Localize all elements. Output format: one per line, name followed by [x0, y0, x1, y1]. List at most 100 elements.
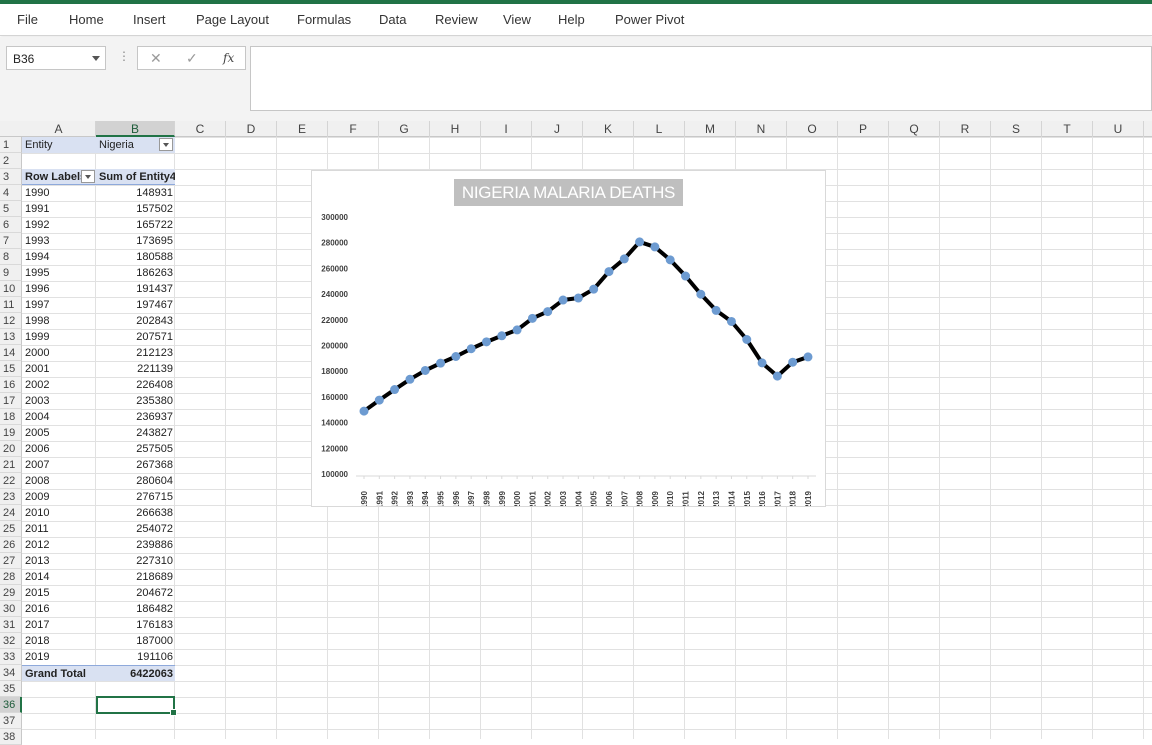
- pivot-row-label[interactable]: 1991: [25, 203, 50, 215]
- row-header-33[interactable]: 33: [0, 649, 22, 665]
- pivot-row-label[interactable]: 1993: [25, 235, 50, 247]
- pivot-row-value[interactable]: 186482: [136, 603, 173, 615]
- pivot-row-value[interactable]: 157502: [136, 203, 173, 215]
- chart-title-box[interactable]: NIGERIA MALARIA DEATHS: [454, 179, 683, 206]
- cancel-icon[interactable]: ✕: [150, 50, 162, 66]
- row-header-12[interactable]: 12: [0, 313, 22, 329]
- pivot-row-value[interactable]: 243827: [136, 427, 173, 439]
- tab-view[interactable]: View: [503, 12, 531, 27]
- pivot-row-value[interactable]: 280604: [136, 475, 173, 487]
- column-header-u[interactable]: U: [1093, 121, 1144, 137]
- formula-input[interactable]: [250, 46, 1152, 111]
- pivot-row-value[interactable]: 276715: [136, 491, 173, 503]
- pivot-row-value[interactable]: 180588: [136, 251, 173, 263]
- name-box[interactable]: B36: [6, 46, 106, 70]
- row-header-13[interactable]: 13: [0, 329, 22, 345]
- pivot-row-label[interactable]: 1994: [25, 251, 50, 263]
- pivot-row-value[interactable]: 226408: [136, 379, 173, 391]
- pivot-row-value[interactable]: 266638: [136, 507, 173, 519]
- pivot-row-value[interactable]: 221139: [137, 363, 173, 375]
- row-header-24[interactable]: 24: [0, 505, 22, 521]
- row-header-29[interactable]: 29: [0, 585, 22, 601]
- row-header-1[interactable]: 1: [0, 137, 22, 153]
- check-icon[interactable]: ✓: [186, 50, 198, 66]
- pivot-row-label[interactable]: 2005: [25, 427, 50, 439]
- column-header-b[interactable]: B: [96, 121, 175, 137]
- pivot-row-label[interactable]: 2018: [25, 635, 50, 647]
- tab-power-pivot[interactable]: Power Pivot: [615, 12, 685, 27]
- pivot-row-value[interactable]: 176183: [136, 619, 173, 631]
- pivot-row-value[interactable]: 257505: [136, 443, 173, 455]
- tab-file[interactable]: File: [17, 12, 38, 27]
- column-header-l[interactable]: L: [634, 121, 685, 137]
- grand-total-label[interactable]: Grand Total: [22, 665, 96, 681]
- pivot-row-label[interactable]: 1995: [25, 267, 50, 279]
- insert-function-icon[interactable]: fx: [223, 51, 235, 65]
- row-header-38[interactable]: 38: [0, 729, 22, 745]
- pivot-row-value[interactable]: 165722: [136, 219, 173, 231]
- pivot-row-label[interactable]: 2004: [25, 411, 50, 423]
- column-header-h[interactable]: H: [430, 121, 481, 137]
- row-header-20[interactable]: 20: [0, 441, 22, 457]
- pivot-row-label[interactable]: 1990: [25, 187, 50, 199]
- row-header-10[interactable]: 10: [0, 281, 22, 297]
- pivot-row-value[interactable]: 207571: [136, 331, 173, 343]
- row-labels-header[interactable]: Row Labels: [22, 169, 96, 185]
- pivot-row-label[interactable]: 2017: [25, 619, 50, 631]
- pivot-row-label[interactable]: 2009: [25, 491, 50, 503]
- row-header-5[interactable]: 5: [0, 201, 22, 217]
- pivot-row-label[interactable]: 1999: [25, 331, 50, 343]
- pivot-row-label[interactable]: 2006: [25, 443, 50, 455]
- pivot-row-label[interactable]: 2002: [25, 379, 50, 391]
- column-header-o[interactable]: O: [787, 121, 838, 137]
- column-header-s[interactable]: S: [991, 121, 1042, 137]
- pivot-row-label[interactable]: 2003: [25, 395, 50, 407]
- pivot-row-value[interactable]: 227310: [136, 555, 173, 567]
- pivot-row-label[interactable]: 1996: [25, 283, 50, 295]
- row-header-37[interactable]: 37: [0, 713, 22, 729]
- row-header-22[interactable]: 22: [0, 473, 22, 489]
- row-header-26[interactable]: 26: [0, 537, 22, 553]
- pivot-row-label[interactable]: 2019: [25, 651, 50, 663]
- filter-icon[interactable]: [159, 138, 173, 151]
- row-header-4[interactable]: 4: [0, 185, 22, 201]
- sum-header[interactable]: Sum of Entity4: [96, 169, 175, 185]
- filter-value-cell[interactable]: Nigeria: [96, 137, 175, 153]
- pivot-row-label[interactable]: 2015: [25, 587, 50, 599]
- column-header-c[interactable]: C: [175, 121, 226, 137]
- row-header-23[interactable]: 23: [0, 489, 22, 505]
- pivot-row-value[interactable]: 254072: [136, 523, 173, 535]
- pivot-row-value[interactable]: 204672: [136, 587, 173, 599]
- row-header-19[interactable]: 19: [0, 425, 22, 441]
- row-header-9[interactable]: 9: [0, 265, 22, 281]
- row-header-36[interactable]: 36: [0, 697, 22, 713]
- row-header-16[interactable]: 16: [0, 377, 22, 393]
- pivot-row-value[interactable]: 236937: [136, 411, 173, 423]
- column-header-e[interactable]: E: [277, 121, 328, 137]
- tab-home[interactable]: Home: [69, 12, 104, 27]
- more-options-icon[interactable]: ⋮: [118, 49, 130, 63]
- row-header-6[interactable]: 6: [0, 217, 22, 233]
- row-header-34[interactable]: 34: [0, 665, 22, 681]
- pivot-row-label[interactable]: 2013: [25, 555, 50, 567]
- filter-label-cell[interactable]: Entity: [22, 137, 96, 153]
- row-header-3[interactable]: 3: [0, 169, 22, 185]
- column-header-k[interactable]: K: [583, 121, 634, 137]
- row-header-30[interactable]: 30: [0, 601, 22, 617]
- row-header-7[interactable]: 7: [0, 233, 22, 249]
- row-header-31[interactable]: 31: [0, 617, 22, 633]
- pivot-row-label[interactable]: 2011: [25, 523, 49, 535]
- row-header-11[interactable]: 11: [0, 297, 22, 313]
- pivot-row-value[interactable]: 267368: [136, 459, 173, 471]
- pivot-row-value[interactable]: 239886: [136, 539, 173, 551]
- column-header-i[interactable]: I: [481, 121, 532, 137]
- pivot-row-value[interactable]: 191437: [136, 283, 173, 295]
- pivot-row-value[interactable]: 186263: [136, 267, 173, 279]
- row-header-32[interactable]: 32: [0, 633, 22, 649]
- tab-insert[interactable]: Insert: [133, 12, 166, 27]
- active-cell-selection[interactable]: [96, 696, 177, 716]
- pivot-row-value[interactable]: 202843: [136, 315, 173, 327]
- pivot-row-label[interactable]: 1997: [25, 299, 50, 311]
- pivot-row-label[interactable]: 2014: [25, 571, 50, 583]
- column-header-r[interactable]: R: [940, 121, 991, 137]
